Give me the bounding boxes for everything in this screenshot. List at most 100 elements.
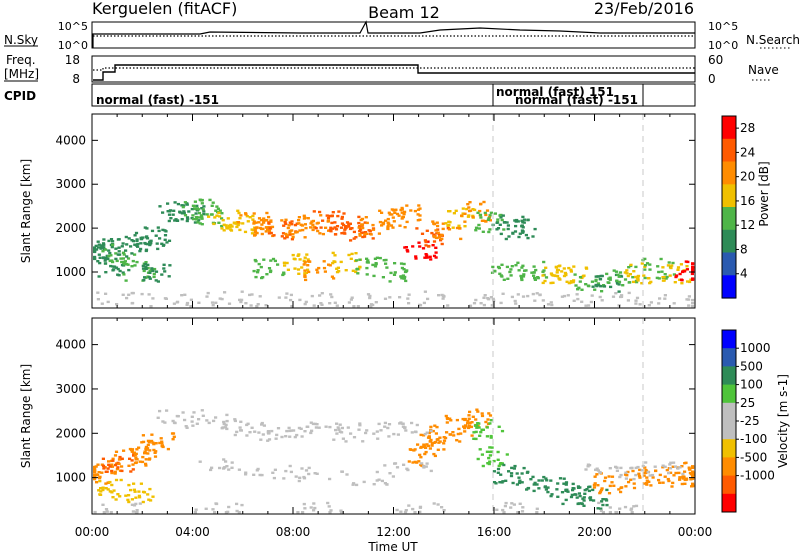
backscatter-cell: [97, 471, 101, 474]
ground-scatter-cell-cluster: [345, 470, 392, 487]
backscatter-cell: [549, 272, 553, 275]
backscatter-cell: [430, 231, 434, 235]
backscatter-cell: [133, 234, 137, 237]
backscatter-cell: [550, 273, 554, 277]
backscatter-cell: [588, 485, 592, 488]
backscatter-cell: [302, 214, 306, 217]
backscatter-cell: [499, 232, 503, 236]
backscatter-cell: [643, 466, 647, 469]
backscatter-cell: [285, 234, 289, 237]
backscatter-cell: [576, 485, 580, 488]
backscatter-cell: [296, 268, 301, 271]
freq-tick-bottom: 8: [72, 72, 80, 86]
ground-scatter-cell: [306, 425, 310, 428]
backscatter-cell: [293, 267, 297, 270]
backscatter-cell: [196, 208, 201, 211]
backscatter-cell: [146, 452, 150, 455]
ground-scatter-cell: [156, 416, 160, 419]
backscatter-cell: [302, 217, 306, 220]
backscatter-cell: [625, 272, 629, 275]
backscatter-cell: [110, 245, 114, 249]
backscatter-cell: [610, 475, 615, 478]
backscatter-cell: [691, 266, 695, 269]
ground-scatter-cell: [326, 501, 330, 505]
backscatter-cell: [150, 267, 154, 270]
backscatter-cell: [213, 216, 217, 219]
backscatter-cell: [144, 464, 148, 467]
backscatter-cell: [532, 483, 536, 486]
backscatter-cell: [108, 465, 112, 468]
backscatter-cell: [307, 270, 311, 274]
ground-scatter-cell: [673, 465, 678, 468]
backscatter-cell: [493, 212, 497, 215]
backscatter-cell: [153, 267, 157, 271]
ground-scatter-cell: [297, 479, 301, 483]
backscatter-cell: [340, 232, 344, 235]
ground-scatter-cell: [165, 409, 169, 412]
ground-scatter-cell-cluster: [546, 293, 594, 307]
backscatter-cell: [120, 260, 124, 264]
ground-scatter-cell: [301, 511, 305, 514]
backscatter-cell: [401, 215, 405, 219]
backscatter-cell: [658, 473, 662, 477]
backscatter-cell: [160, 273, 164, 276]
ground-scatter-cell: [608, 506, 612, 509]
backscatter-cell: [194, 212, 198, 215]
backscatter-cell: [236, 209, 240, 212]
backscatter-cell: [180, 218, 184, 221]
backscatter-cell: [589, 498, 593, 502]
backscatter-cell: [104, 271, 108, 274]
x-tick-label: 04:00: [175, 525, 210, 539]
ground-scatter-cell: [211, 508, 215, 511]
ground-scatter-cell: [248, 293, 252, 297]
backscatter-cell: [634, 275, 638, 279]
backscatter-cell: [167, 219, 171, 223]
backscatter-cell: [262, 258, 266, 261]
backscatter-cell: [161, 228, 165, 232]
backscatter-cell: [159, 437, 163, 440]
backscatter-cell: [600, 500, 604, 503]
backscatter-cell: [473, 208, 477, 212]
backscatter-cell: [596, 484, 600, 487]
backscatter-cell: [131, 463, 135, 466]
backscatter-cell: [479, 216, 483, 219]
backscatter-cell: [337, 270, 341, 273]
backscatter-cell: [593, 288, 597, 291]
backscatter-cell: [424, 253, 428, 256]
backscatter-cell: [430, 442, 434, 445]
backscatter-cell: [358, 232, 362, 236]
backscatter-cell: [262, 221, 266, 224]
backscatter-cell: [246, 220, 250, 223]
backscatter-cell: [685, 268, 689, 271]
ground-scatter-cell: [149, 305, 153, 308]
backscatter-cell: [600, 290, 604, 293]
backscatter-cell: [133, 264, 137, 267]
backscatter-cell: [97, 489, 101, 492]
backscatter-cell: [139, 482, 143, 485]
ground-scatter-cell: [227, 468, 231, 471]
backscatter-cell: [200, 202, 204, 205]
backscatter-cell: [121, 271, 125, 274]
backscatter-cell: [632, 280, 636, 284]
backscatter-cell: [564, 481, 569, 484]
backscatter-cell: [432, 235, 437, 238]
backscatter-cell: [416, 213, 420, 216]
backscatter-cell: [309, 226, 313, 229]
freq-label-2: [MHz]: [4, 67, 39, 81]
backscatter-cell: [98, 256, 102, 259]
colorbar-tick-label: 28: [740, 121, 755, 135]
backscatter-cell: [332, 277, 336, 280]
ground-scatter-cell: [303, 430, 307, 433]
backscatter-cell: [331, 261, 335, 265]
backscatter-cell: [432, 254, 437, 258]
backscatter-cell: [334, 228, 339, 231]
ground-scatter-cell: [676, 467, 680, 470]
y-tick-label: 2000: [55, 426, 86, 440]
backscatter-cell: [269, 219, 273, 222]
ground-scatter-cell: [406, 297, 410, 300]
ground-scatter-cell: [225, 413, 229, 417]
backscatter-cell: [253, 229, 257, 232]
backscatter-cell: [384, 258, 388, 262]
backscatter-cell: [202, 205, 206, 208]
ground-scatter-cell: [681, 472, 685, 476]
